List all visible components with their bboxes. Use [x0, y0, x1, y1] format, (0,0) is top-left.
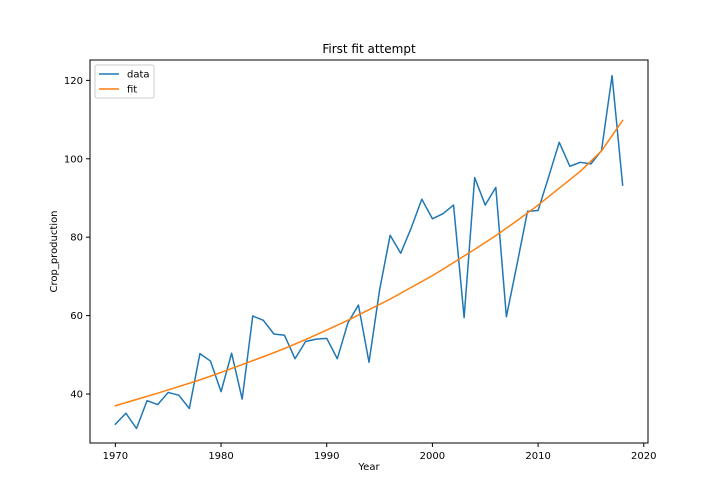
y-tick-label: 120: [64, 76, 83, 87]
legend-label-data: data: [127, 70, 150, 81]
plot-area: [90, 60, 648, 443]
y-tick-label: 100: [64, 154, 83, 165]
legend: data fit: [94, 64, 155, 99]
y-axis-ticks: 40 60 80 100 120: [64, 76, 90, 400]
series-line-fit: [114, 119, 624, 407]
y-tick-label: 60: [70, 311, 83, 322]
y-axis-label: Crop_production: [49, 210, 60, 292]
x-tick-label: 2010: [525, 451, 550, 462]
x-tick-label: 2000: [420, 451, 445, 462]
y-tick-label: 40: [70, 389, 83, 400]
x-tick-label: 1990: [314, 451, 339, 462]
data-layer: [114, 74, 624, 430]
x-axis-ticks: 1970 1980 1990 2000 2010 2020: [103, 443, 656, 462]
x-axis-label: Year: [357, 462, 380, 473]
axes-frame: [89, 59, 649, 444]
chart-title: First fit attempt: [322, 42, 416, 56]
legend-label-fit: fit: [127, 85, 137, 96]
y-tick-label: 80: [70, 233, 83, 244]
x-tick-label: 2020: [631, 451, 656, 462]
x-tick-label: 1980: [208, 451, 233, 462]
series-line-data: [114, 74, 624, 430]
x-tick-label: 1970: [103, 451, 128, 462]
